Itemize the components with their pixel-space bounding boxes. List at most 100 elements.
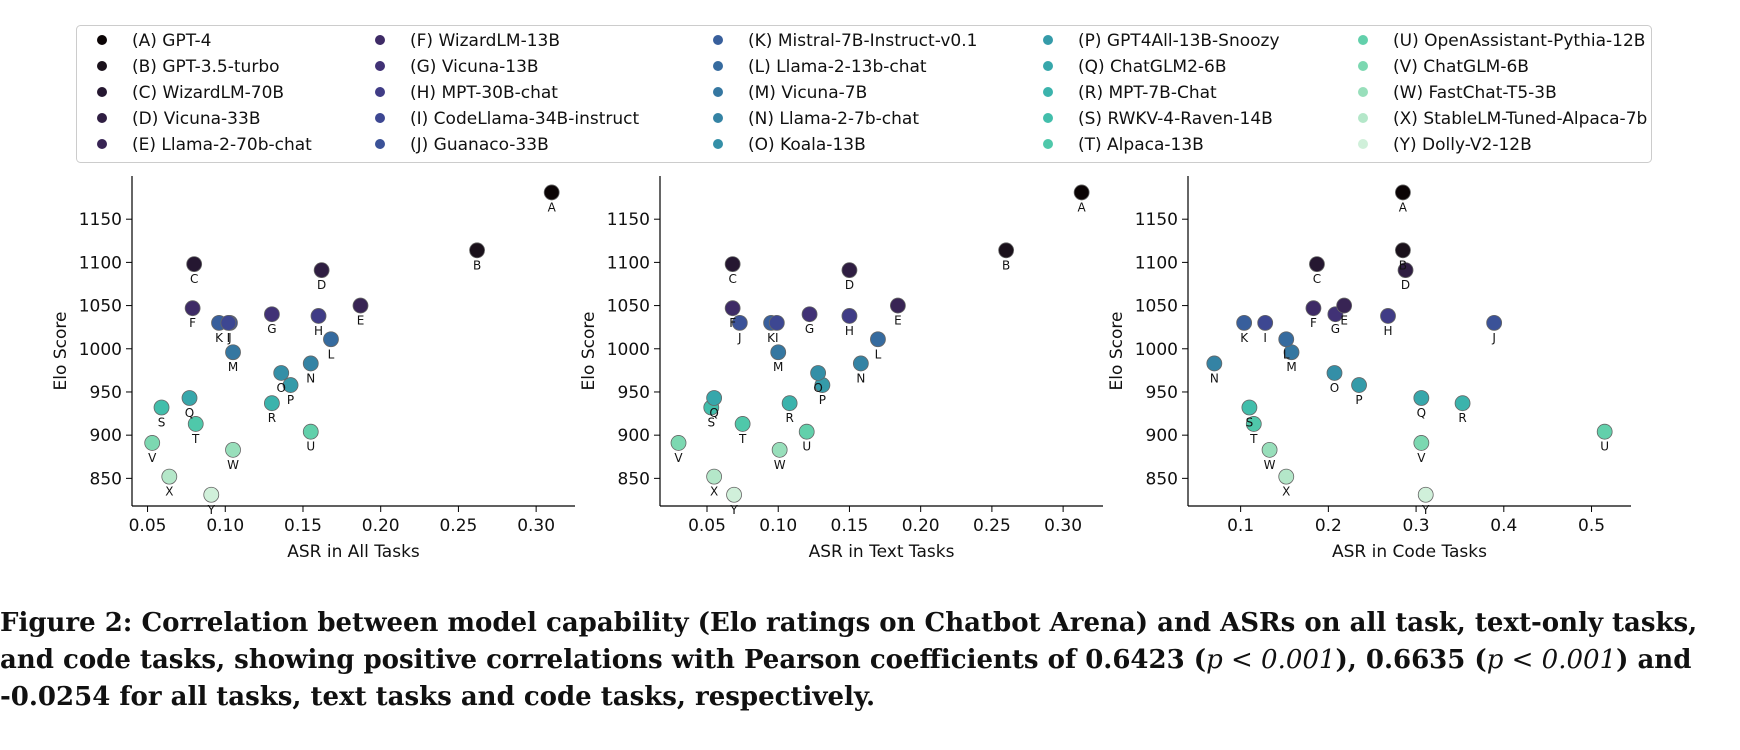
legend-marker-o <box>713 139 723 149</box>
legend-marker-e <box>97 139 107 149</box>
legend-label-h: (H) MPT-30B-chat <box>410 83 558 103</box>
data-point-u <box>798 423 815 440</box>
point-label-x: X <box>165 485 173 499</box>
legend-item-e: (E) Llama-2-70b-chat <box>97 135 312 155</box>
data-point-p <box>1351 377 1367 393</box>
point-label-g: G <box>1331 322 1340 336</box>
point-label-u: U <box>802 440 811 454</box>
legend-marker-x <box>1358 113 1368 123</box>
point-label-y: Y <box>1421 503 1430 517</box>
legend-item-c: (C) WizardLM-70B <box>97 83 284 103</box>
point-label-f: F <box>189 316 196 330</box>
data-point-d <box>1397 262 1414 279</box>
data-point-a <box>543 184 560 201</box>
x-axis-label: ASR in All Tasks <box>287 542 420 562</box>
point-label-n: N <box>306 371 315 385</box>
legend-item-f: (F) WizardLM-13B <box>375 31 560 51</box>
data-point-q <box>706 390 723 406</box>
data-point-b <box>1395 242 1411 259</box>
data-point-v <box>144 435 161 451</box>
data-point-l <box>1278 331 1295 348</box>
data-point-s <box>1241 399 1258 416</box>
x-tick-label: 0.30 <box>517 516 555 536</box>
legend-marker-p <box>1043 35 1053 45</box>
point-label-d: D <box>317 278 326 292</box>
y-axis-label: Elo Score <box>1107 312 1127 391</box>
legend-marker-m <box>713 87 723 97</box>
x-axis-label: ASR in Code Tasks <box>1332 542 1487 562</box>
data-point-c <box>1309 256 1325 273</box>
data-point-h <box>841 308 858 324</box>
y-tick-label: 1000 <box>607 340 650 360</box>
data-point-u <box>302 423 319 440</box>
legend-item-g: (G) Vicuna-13B <box>375 57 539 77</box>
point-label-i: I <box>227 331 231 345</box>
y-tick-label: 1000 <box>79 340 122 360</box>
legend-marker-c <box>97 87 107 97</box>
y-tick-label: 1150 <box>79 210 122 230</box>
y-tick-label: 1050 <box>607 297 650 317</box>
legend-item-v: (V) ChatGLM-6B <box>1358 57 1529 77</box>
point-label-h: H <box>314 324 323 338</box>
legend-marker-d <box>97 113 107 123</box>
y-axis-label: Elo Score <box>51 312 71 391</box>
data-point-o <box>1326 365 1343 381</box>
data-point-c <box>724 256 741 273</box>
point-label-o: O <box>1330 381 1339 395</box>
data-point-r <box>263 395 280 412</box>
point-label-l: L <box>1283 347 1290 361</box>
point-label-q: Q <box>709 406 718 420</box>
chart-panels: 850 900 950 1000 1050 1100 1150 0.05 0.10 0.15 0.2… <box>51 176 1631 562</box>
legend-label-y: (Y) Dolly-V2-12B <box>1393 135 1532 155</box>
legend-label-d: (D) Vicuna-33B <box>132 109 260 129</box>
data-point-x <box>706 468 723 485</box>
y-tick-label: 1100 <box>1135 253 1178 273</box>
point-label-k: K <box>215 331 224 345</box>
x-tick-label: 0.25 <box>439 516 477 536</box>
legend-item-d: (D) Vicuna-33B <box>97 109 260 129</box>
data-point-h <box>1380 308 1396 324</box>
data-point-m <box>770 344 787 361</box>
legend-label-q: (Q) ChatGLM2-6B <box>1078 57 1227 77</box>
data-point-y <box>726 486 742 503</box>
y-tick-label: 900 <box>1146 426 1178 446</box>
point-label-b: B <box>1399 258 1407 272</box>
data-point-h <box>310 308 327 324</box>
legend-marker-t <box>1043 139 1053 149</box>
data-point-f <box>724 300 741 317</box>
data-point-x <box>1278 468 1295 485</box>
legend-marker-r <box>1043 87 1053 97</box>
point-label-s: S <box>158 416 166 430</box>
legend-marker-u <box>1358 35 1368 45</box>
data-point-w <box>1261 441 1278 458</box>
point-label-j: J <box>737 331 742 345</box>
x-tick-label: 0.3 <box>1403 516 1430 536</box>
data-point-w <box>771 441 788 458</box>
data-point-x <box>161 468 178 485</box>
point-label-k: K <box>767 331 776 345</box>
point-label-p: P <box>819 393 826 407</box>
legend-label-l: (L) Llama-2-13b-chat <box>748 57 927 77</box>
y-tick-label: 1150 <box>607 210 650 230</box>
legend-marker-g <box>375 61 385 71</box>
legend-item-l: (L) Llama-2-13b-chat <box>713 57 927 77</box>
y-tick-label: 1100 <box>607 253 650 273</box>
legend-label-s: (S) RWKV-4-Raven-14B <box>1078 109 1273 129</box>
data-point-u <box>1596 423 1613 440</box>
legend: (A) GPT-4 (B) GPT-3.5-turbo (C) WizardLM-7… <box>76 25 1652 163</box>
data-point-q <box>1413 390 1430 406</box>
legend-item-h: (H) MPT-30B-chat <box>375 83 558 103</box>
legend-marker-i <box>375 113 385 123</box>
data-point-i <box>1257 314 1274 331</box>
legend-label-e: (E) Llama-2-70b-chat <box>132 135 312 155</box>
point-label-m: M <box>1286 360 1296 374</box>
point-label-l: L <box>875 347 882 361</box>
point-label-b: B <box>1002 258 1010 272</box>
data-point-o <box>273 365 290 381</box>
legend-label-v: (V) ChatGLM-6B <box>1393 57 1529 77</box>
legend-item-w: (W) FastChat-T5-3B <box>1358 83 1557 103</box>
caption-suffix: ) and -0.0254 for all tasks, text tasks … <box>0 645 1692 712</box>
data-point-g <box>801 306 818 323</box>
data-point-j <box>731 314 748 331</box>
